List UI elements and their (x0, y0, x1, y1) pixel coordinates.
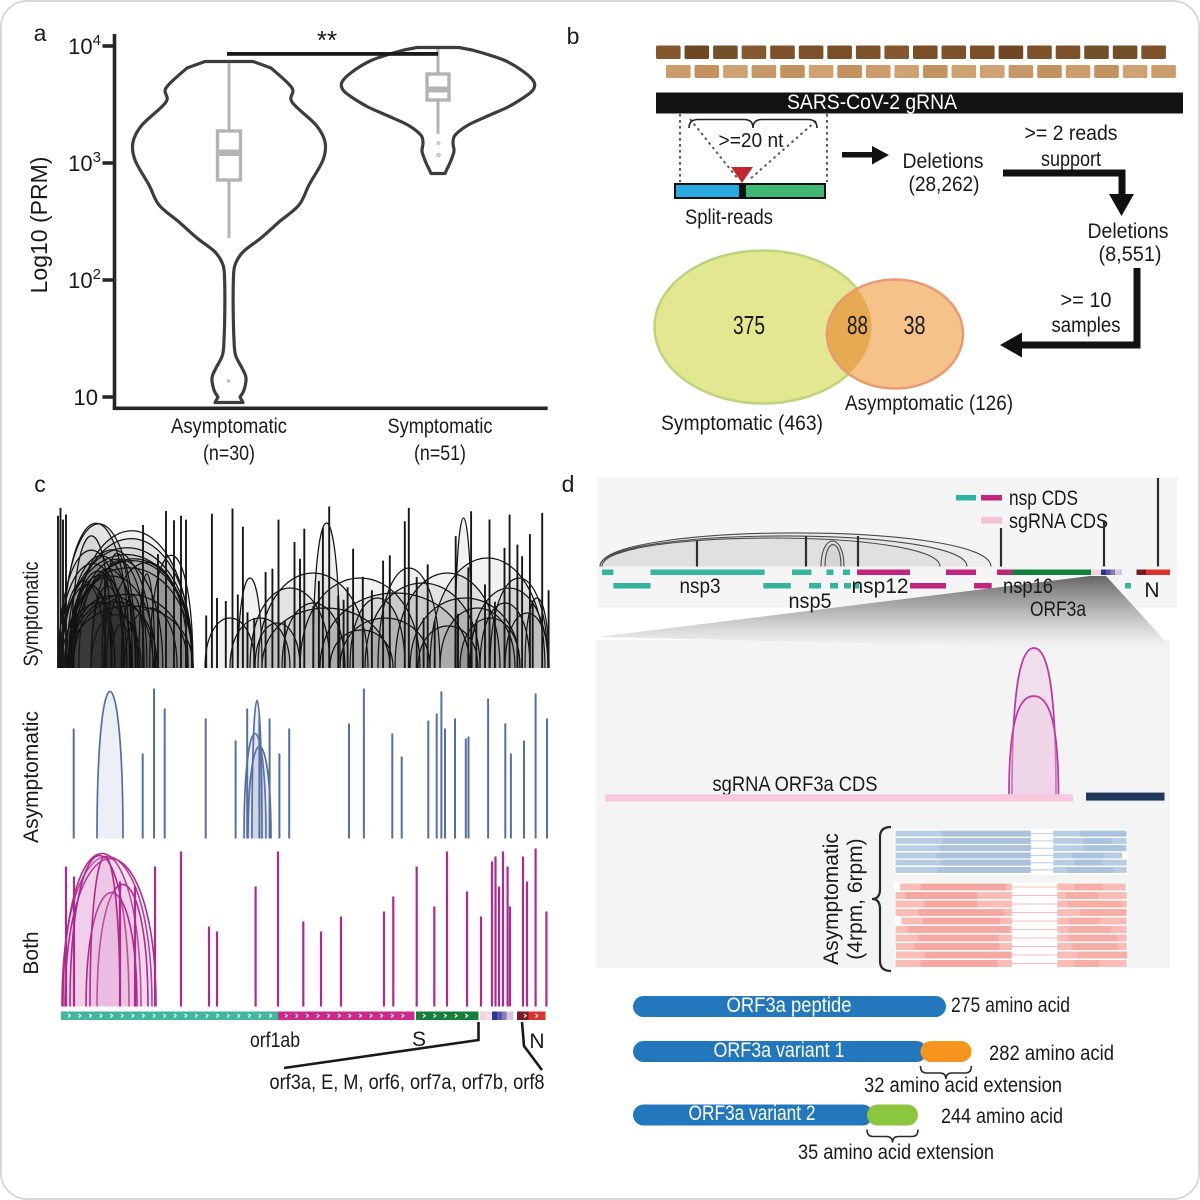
svg-text:N: N (1144, 579, 1159, 602)
svg-text:Both: Both (20, 931, 43, 974)
svg-text:(28,262): (28,262) (909, 173, 980, 196)
svg-text:Asymptomatic: Asymptomatic (20, 711, 43, 843)
svg-text:Asymptomatic (126): Asymptomatic (126) (845, 392, 1013, 415)
svg-text:nsp CDS: nsp CDS (1009, 487, 1078, 510)
svg-text:nsp5: nsp5 (789, 590, 832, 613)
svg-text:(n=51): (n=51) (414, 442, 466, 465)
svg-text:Deletions: Deletions (1088, 220, 1169, 243)
svg-text:c: c (34, 471, 46, 497)
svg-text:32 amino acid extension: 32 amino acid extension (864, 1074, 1062, 1097)
svg-text:ORF3a peptide: ORF3a peptide (727, 994, 852, 1017)
svg-text:10: 10 (74, 385, 98, 410)
svg-text:b: b (567, 23, 580, 49)
svg-text:S: S (412, 1028, 426, 1051)
svg-text:ORF3a: ORF3a (1030, 598, 1086, 621)
svg-text:Symptomatic: Symptomatic (388, 415, 493, 438)
svg-text:Split-reads: Split-reads (685, 206, 773, 229)
svg-text:orf3a, E, M, orf6, orf7a, orf7: orf3a, E, M, orf6, orf7a, orf7b, orf8 (270, 1071, 545, 1094)
svg-text:Symptomatic: Symptomatic (20, 562, 43, 667)
svg-text:ORF3a variant 2: ORF3a variant 2 (689, 1102, 816, 1125)
svg-text:**: ** (317, 25, 337, 55)
svg-text:>= 10: >= 10 (1061, 289, 1112, 312)
svg-text:375: 375 (733, 312, 765, 340)
svg-text:88: 88 (847, 312, 868, 340)
svg-text:Asymptomatic: Asymptomatic (171, 415, 287, 438)
svg-text:Asymptomatic: Asymptomatic (820, 833, 843, 965)
svg-text:samples: samples (1052, 314, 1121, 337)
svg-text:d: d (562, 471, 575, 497)
svg-text:282 amino acid: 282 amino acid (989, 1042, 1114, 1065)
svg-text:Symptomatic (463): Symptomatic (463) (661, 412, 823, 435)
svg-text:>= 2 reads: >= 2 reads (1025, 122, 1118, 145)
svg-text:275 amino acid: 275 amino acid (951, 994, 1070, 1017)
svg-text:38: 38 (904, 312, 926, 340)
svg-text:support: support (1041, 148, 1101, 171)
svg-text:Log10 (PRM): Log10 (PRM) (26, 157, 52, 294)
svg-text:244 amino acid: 244 amino acid (941, 1105, 1063, 1128)
svg-text:>=20 nt: >=20 nt (719, 130, 784, 152)
svg-text:sgRNA ORF3a CDS: sgRNA ORF3a CDS (713, 773, 878, 796)
svg-text:Deletions: Deletions (903, 150, 984, 173)
svg-text:sgRNA CDS: sgRNA CDS (1009, 510, 1108, 533)
svg-text:(8,551): (8,551) (1099, 243, 1162, 266)
svg-text:(n=30): (n=30) (203, 442, 255, 465)
svg-text:N: N (529, 1030, 544, 1053)
svg-text:nsp3: nsp3 (680, 575, 721, 598)
svg-text:(4rpm, 6rpm): (4rpm, 6rpm) (844, 838, 867, 959)
svg-text:a: a (34, 20, 47, 46)
svg-text:orf1ab: orf1ab (250, 1029, 300, 1052)
svg-text:35 amino acid extension: 35 amino acid extension (798, 1141, 994, 1164)
svg-text:ORF3a variant 1: ORF3a variant 1 (714, 1039, 845, 1062)
svg-text:nsp12: nsp12 (852, 575, 909, 598)
svg-text:nsp16: nsp16 (1003, 575, 1053, 598)
svg-text:SARS-CoV-2 gRNA: SARS-CoV-2 gRNA (787, 91, 957, 114)
